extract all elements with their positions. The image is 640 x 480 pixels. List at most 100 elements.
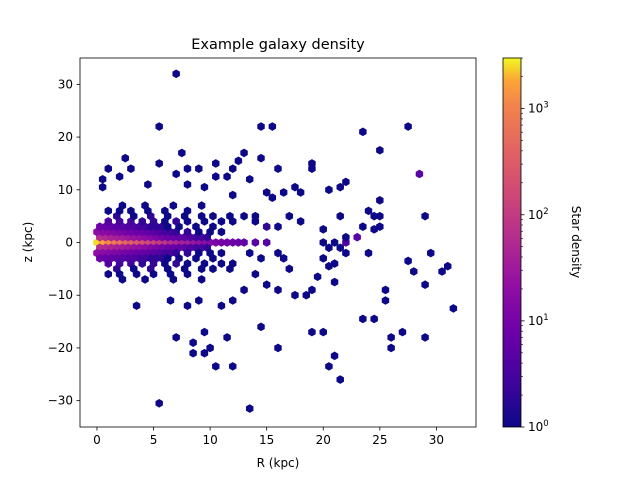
hexbin-cell xyxy=(118,201,127,210)
hexbin-cell xyxy=(381,285,390,295)
hexbin-cell xyxy=(155,398,163,408)
y-axis: −30 −20 −10 0 10 20 30 xyxy=(48,77,80,408)
hexbin-cell xyxy=(251,238,260,247)
hexbin-cell xyxy=(325,261,333,271)
hexbin-cell xyxy=(319,238,327,247)
hexbin-cell xyxy=(98,182,107,192)
hexbin-cell xyxy=(398,327,407,337)
hexbin-cell xyxy=(376,222,384,231)
hexbin-cell xyxy=(376,145,384,155)
hexbin-cell xyxy=(274,222,282,231)
hexbin-cell xyxy=(353,232,361,242)
hexbin-cell xyxy=(197,201,206,210)
hexbin-cell xyxy=(127,164,135,173)
hexbin-cell xyxy=(155,122,163,131)
y-tick-label: −20 xyxy=(48,341,73,355)
hexbin-cell xyxy=(325,362,333,371)
hexbin-cell xyxy=(104,269,113,279)
hexbin-cell xyxy=(96,222,104,231)
hexbin-cell xyxy=(387,333,395,342)
hexbin-cell xyxy=(421,211,429,221)
hexbin-cell xyxy=(166,296,175,305)
hexbin-cell xyxy=(161,206,169,216)
colorbar-gradient xyxy=(502,57,522,428)
hexbin-cell xyxy=(96,254,104,263)
hexbin-cell xyxy=(302,290,311,300)
hexbin-cell xyxy=(229,296,237,305)
hexbin-cell xyxy=(313,272,322,282)
hexbin-cell xyxy=(217,259,226,268)
hexbin-cell xyxy=(443,261,452,271)
hexbin-cell xyxy=(223,333,231,342)
hexbin-cell xyxy=(257,322,265,332)
hexbin-cell xyxy=(217,217,226,226)
hexbin-cell xyxy=(421,280,429,289)
hexbin-cell xyxy=(234,238,243,247)
hexbin-cell xyxy=(330,277,339,287)
colorbar-tick-label: 102 xyxy=(528,207,549,222)
hexbin-cell xyxy=(155,159,163,168)
hexbin-cell xyxy=(257,254,265,263)
hexbin-cell xyxy=(209,264,217,274)
hexbin-cell xyxy=(336,211,344,221)
hexbin-cell xyxy=(197,264,206,274)
colorbar-tick-label: 101 xyxy=(528,313,549,328)
hexbin-cell xyxy=(359,127,367,137)
hexbin-cells xyxy=(93,69,458,413)
hexbin-cell xyxy=(257,122,265,131)
hexbin-cell xyxy=(336,243,344,253)
hexbin-cell xyxy=(234,156,243,166)
hexbin-cell xyxy=(251,269,260,279)
hexbin-cell xyxy=(381,296,390,305)
hexbin-cell xyxy=(223,238,231,247)
hexbin-cell xyxy=(251,211,260,221)
hexbin-cell xyxy=(149,269,158,279)
hexbin-cell xyxy=(330,259,339,268)
hexbin-cell xyxy=(387,343,395,353)
hexbin-cell xyxy=(342,177,350,187)
hexbin-cell xyxy=(364,248,373,258)
hexbin-cell xyxy=(296,188,305,197)
hexbin-cell xyxy=(189,348,197,358)
hexbin-cell xyxy=(364,206,373,216)
hexbin-cell xyxy=(291,290,299,300)
hexbin-cell xyxy=(104,164,113,173)
hexbin-cell xyxy=(262,188,271,197)
hexbin-cell xyxy=(342,232,350,242)
hexbin-cell xyxy=(226,211,234,221)
hexbin-cell xyxy=(169,275,178,284)
hexbin-cell xyxy=(308,285,316,295)
hexbin-cell xyxy=(342,248,350,258)
hexbin-cell xyxy=(197,275,206,284)
hexbin-cell xyxy=(229,164,237,173)
x-tick-label: 25 xyxy=(372,433,387,447)
hexbin-cell xyxy=(427,248,435,258)
hexbin-cell xyxy=(141,275,149,284)
hexbin-cell xyxy=(336,182,344,192)
hexbin-cell xyxy=(217,301,226,311)
hexbin-cell xyxy=(330,238,339,247)
hexbin-cell xyxy=(240,285,248,295)
chart-title: Example galaxy density xyxy=(191,37,365,53)
hexbin-cell xyxy=(172,333,180,342)
x-tick-label: 10 xyxy=(202,433,217,447)
hexbin-cell xyxy=(279,188,288,197)
hexbin-cell xyxy=(195,164,203,173)
hexbin-cell xyxy=(421,333,429,342)
hexbin-cell xyxy=(115,172,124,181)
hexbin-cell xyxy=(132,269,141,279)
hexbin-cell xyxy=(410,267,418,276)
hexbin-cell xyxy=(257,153,265,163)
hexbin-cell xyxy=(104,217,113,226)
hexbin-cell xyxy=(325,185,333,195)
hexbin-cell xyxy=(200,182,209,192)
hexbin-cell xyxy=(274,164,282,173)
hexbin-cell xyxy=(141,201,149,210)
hexbin-cell xyxy=(206,343,214,353)
hexbin-cell xyxy=(449,304,458,313)
hexbin-cell xyxy=(212,238,220,247)
hexbin-cell xyxy=(118,275,127,284)
y-tick-label: 20 xyxy=(58,130,73,144)
hexbin-cell xyxy=(183,227,192,237)
